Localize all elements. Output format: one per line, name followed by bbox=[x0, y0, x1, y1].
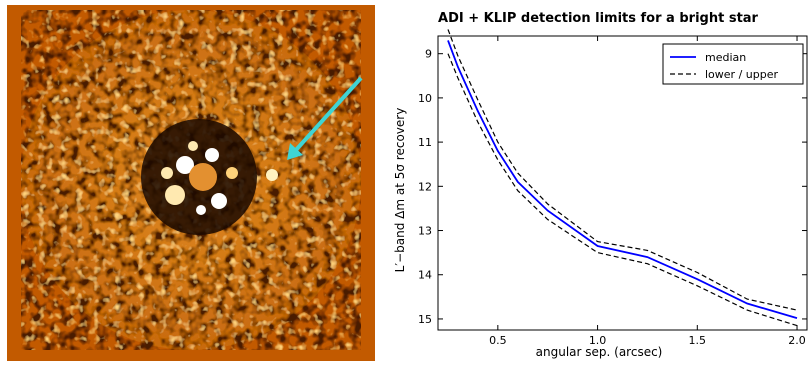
chart-title: ADI + KLIP detection limits for a bright… bbox=[438, 11, 759, 26]
series-bound-line-2 bbox=[447, 53, 798, 327]
legend-label: lower / upper bbox=[705, 68, 778, 81]
y-tick-label: 14 bbox=[418, 269, 432, 282]
y-tick-label: 9 bbox=[425, 48, 432, 61]
y-tick-label: 11 bbox=[418, 136, 432, 149]
y-tick-label: 10 bbox=[418, 92, 432, 105]
x-tick-label: 2.0 bbox=[788, 334, 806, 347]
central-mask-region bbox=[141, 119, 257, 235]
y-axis-label: L′−band Δm at 5σ recovery bbox=[393, 108, 407, 273]
legend-label: median bbox=[705, 51, 746, 64]
y-tick-label: 13 bbox=[418, 225, 432, 238]
series-bound-line-1 bbox=[447, 29, 798, 311]
x-tick-label: 0.5 bbox=[489, 334, 507, 347]
legend-box bbox=[662, 43, 804, 85]
x-tick-label: 1.5 bbox=[689, 334, 707, 347]
series-median-line bbox=[447, 40, 798, 319]
companion-arrow bbox=[287, 76, 363, 160]
y-tick-label: 12 bbox=[418, 180, 432, 193]
x-axis-label: angular sep. (arcsec) bbox=[536, 345, 663, 359]
plot-frame bbox=[437, 35, 808, 331]
x-tick-label: 1.0 bbox=[589, 334, 607, 347]
detection-limit-chart: ADI + KLIP detection limits for a bright… bbox=[393, 11, 808, 359]
plot-area: 0.5 1.0 1.5 2.0 9 10 11 12 13 14 15 median lower / u… bbox=[418, 29, 808, 347]
klip-residual-image bbox=[7, 5, 375, 361]
y-tick-label: 15 bbox=[418, 313, 432, 326]
companion-source bbox=[266, 169, 278, 181]
